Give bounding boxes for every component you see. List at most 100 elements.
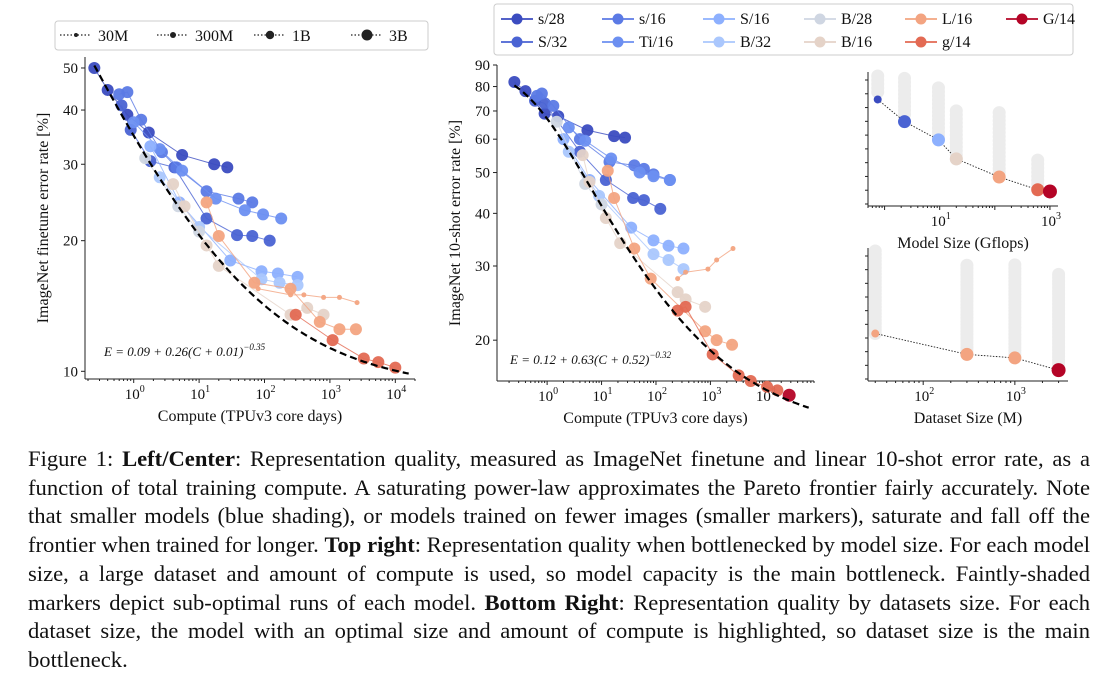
suboptimal-run-marker	[868, 244, 882, 258]
data-point-L/16 (30M)	[675, 276, 681, 282]
x-tick-base: 10	[931, 214, 946, 230]
data-point-Ti/16	[176, 164, 189, 177]
data-point-L/16 (30M)	[255, 286, 261, 292]
series-line-L/16 (30M)	[258, 288, 358, 304]
data-point-B/32	[662, 253, 675, 266]
legend-label: 3B	[389, 28, 408, 45]
data-point-L/16 (30M)	[705, 266, 711, 272]
x-tick-exponent: 3	[336, 384, 341, 395]
legend-marker-L/16	[915, 13, 927, 25]
data-point-S/16	[662, 239, 675, 252]
data-point-B/16	[212, 259, 225, 272]
x-tick-exponent: 3	[716, 386, 721, 397]
caption-bold-label: Left/Center	[122, 446, 235, 471]
suboptimal-run-marker	[1031, 153, 1045, 167]
legend-marker-s/28	[511, 13, 523, 25]
x-axis-label: Compute (TPUv3 core days)	[158, 408, 342, 425]
legend-label: Ti/16	[639, 34, 673, 51]
frontier-point-L/16	[871, 329, 880, 338]
x-tick-label: 100	[538, 386, 558, 405]
x-tick-base: 10	[647, 389, 662, 405]
x-tick-label: 103	[1006, 386, 1026, 405]
frontier-equation: E = 0.12 + 0.63(C + 0.52)−0.32	[509, 350, 672, 367]
x-tick-exponent: 4	[401, 384, 406, 395]
data-point-L/16 (30M)	[714, 257, 720, 263]
x-tick-label: 102	[647, 386, 667, 405]
data-point-s/16	[547, 99, 560, 112]
x-tick-label: 104	[386, 384, 406, 403]
data-point-g/14	[289, 308, 302, 321]
data-point-s/28	[581, 124, 594, 137]
x-tick-exponent: 1	[608, 386, 613, 397]
frontier-point-s/28	[873, 95, 882, 104]
data-point-s/28	[142, 126, 155, 139]
data-point-L/16	[601, 164, 614, 177]
data-point-L/16	[212, 230, 225, 243]
legend-label: 300M	[195, 28, 233, 45]
data-point-L/16 (30M)	[321, 294, 327, 300]
legend-frame	[54, 20, 429, 51]
y-tick-label: 50	[475, 166, 490, 182]
x-tick-base: 10	[1041, 214, 1056, 230]
x-tick-label: 102	[914, 386, 934, 405]
data-point-s/16	[121, 86, 134, 99]
data-point-s/28	[88, 61, 101, 74]
y-axis-label: ImageNet finetune error rate [%]	[35, 113, 52, 324]
legend-label: G/14	[1043, 11, 1075, 28]
frontier-equation: E = 0.09 + 0.26(C + 0.01)−0.35	[103, 342, 266, 359]
legend-frame	[493, 3, 1074, 56]
x-tick-label: 101	[190, 384, 210, 403]
data-point-B/16	[699, 300, 712, 313]
caption-text: Figure 1:	[28, 446, 123, 471]
data-point-S/32	[654, 202, 667, 215]
data-point-S/32	[627, 192, 640, 205]
data-point-L/16	[699, 325, 712, 338]
data-point-Ti/16	[238, 204, 251, 217]
data-point-s/28	[608, 130, 621, 143]
x-tick-base: 10	[386, 387, 401, 403]
data-point-L/16	[644, 272, 657, 285]
data-point-L/16 (30M)	[301, 292, 307, 298]
legend-marker-B/28	[814, 13, 826, 25]
data-point-B/16	[599, 211, 612, 224]
y-tick-label: 30	[475, 259, 490, 275]
frontier-point-G/14	[1042, 184, 1057, 199]
x-tick-exponent: 0	[553, 386, 558, 397]
x-tick-label: 103	[701, 386, 721, 405]
legend-label: S/16	[740, 11, 769, 28]
equation-exponent: −0.35	[243, 342, 265, 352]
y-tick-label: 70	[475, 104, 490, 120]
legend-label: B/16	[841, 34, 872, 51]
legend-label: s/16	[639, 11, 666, 28]
data-point-L/16	[726, 338, 739, 351]
data-point-B/28	[139, 152, 152, 165]
suboptimal-run-marker	[898, 71, 912, 85]
data-point-Ti/16	[153, 143, 166, 156]
data-point-Ti/16	[605, 152, 618, 165]
legend-marker-300M	[170, 32, 176, 38]
x-tick-label: 102	[256, 384, 276, 403]
equation-exponent: −0.32	[649, 350, 671, 360]
x-tick-exponent: 2	[929, 386, 934, 397]
frontier-point-g/14	[1031, 183, 1045, 197]
data-point-S/16	[625, 221, 638, 234]
power-law-frontier	[93, 64, 409, 375]
frontier-point-S/16	[931, 133, 945, 147]
caption-bold-label: Bottom Right	[484, 589, 619, 615]
data-point-S/32	[637, 194, 650, 207]
legend-marker-Ti/16	[612, 36, 624, 48]
suboptimal-run-marker	[960, 258, 974, 272]
y-tick-label: 60	[475, 132, 490, 148]
suboptimal-run-marker	[1052, 267, 1066, 281]
legend-label: B/28	[841, 11, 872, 28]
data-point-s/28	[208, 158, 221, 171]
x-tick-exponent: 0	[140, 384, 145, 395]
x-tick-base: 10	[756, 389, 771, 405]
y-tick-label: 20	[63, 234, 78, 250]
data-point-Ti/16	[647, 170, 660, 183]
x-tick-base: 10	[125, 387, 140, 403]
data-point-s/16	[232, 192, 245, 205]
data-point-S/32	[200, 212, 213, 225]
frontier-point-L/16	[992, 170, 1006, 184]
